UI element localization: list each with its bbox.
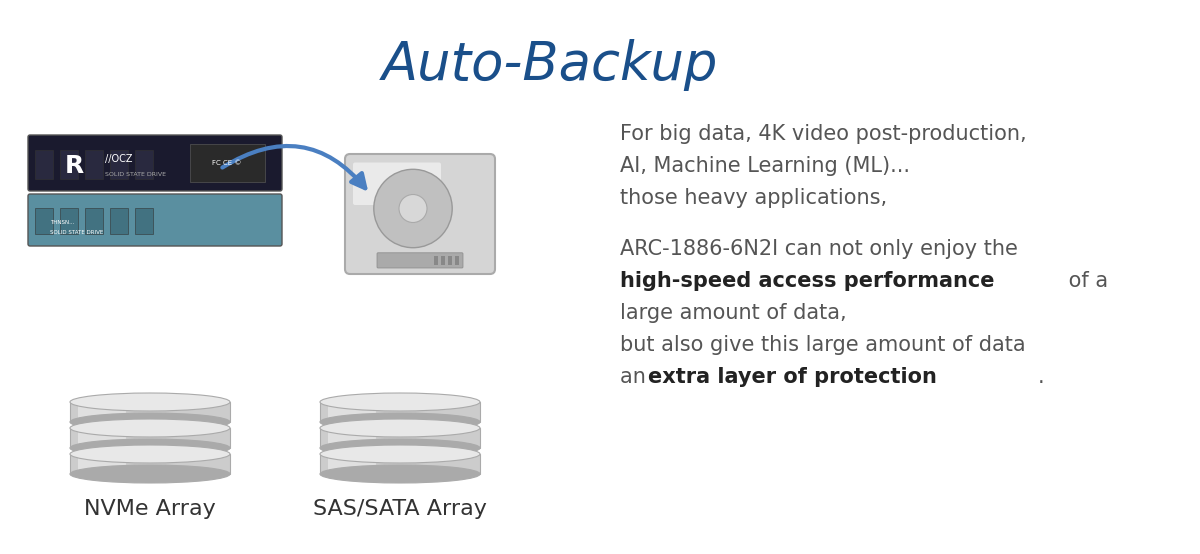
FancyBboxPatch shape	[35, 150, 53, 178]
FancyBboxPatch shape	[78, 402, 126, 422]
Ellipse shape	[70, 445, 230, 463]
Ellipse shape	[320, 439, 480, 457]
Ellipse shape	[320, 393, 480, 411]
FancyBboxPatch shape	[110, 208, 128, 234]
Bar	[442, 256, 445, 265]
FancyBboxPatch shape	[353, 162, 442, 205]
FancyBboxPatch shape	[28, 194, 282, 246]
FancyBboxPatch shape	[28, 135, 282, 191]
FancyBboxPatch shape	[85, 150, 103, 178]
FancyBboxPatch shape	[70, 454, 230, 474]
Text: SOLID STATE DRIVE: SOLID STATE DRIVE	[50, 229, 103, 234]
FancyBboxPatch shape	[78, 428, 126, 448]
Ellipse shape	[70, 413, 230, 431]
Text: AI, Machine Learning (ML)...: AI, Machine Learning (ML)...	[620, 156, 910, 176]
Text: NVMe Array: NVMe Array	[84, 499, 216, 519]
FancyBboxPatch shape	[346, 154, 496, 274]
FancyBboxPatch shape	[320, 402, 480, 422]
FancyBboxPatch shape	[70, 428, 230, 448]
FancyBboxPatch shape	[78, 454, 126, 474]
Text: R: R	[65, 154, 84, 178]
Text: SOLID STATE DRIVE: SOLID STATE DRIVE	[106, 172, 166, 177]
Text: FC CE ©: FC CE ©	[212, 160, 241, 166]
FancyBboxPatch shape	[70, 402, 230, 422]
FancyBboxPatch shape	[110, 150, 128, 178]
Text: THNSN...: THNSN...	[50, 219, 74, 224]
FancyBboxPatch shape	[190, 144, 265, 182]
FancyBboxPatch shape	[35, 208, 53, 234]
Text: those heavy applications,: those heavy applications,	[620, 188, 887, 208]
Text: an: an	[620, 367, 653, 387]
Text: high-speed access performance: high-speed access performance	[620, 271, 995, 291]
Text: of a: of a	[1062, 271, 1108, 291]
FancyBboxPatch shape	[328, 402, 376, 422]
FancyBboxPatch shape	[328, 428, 376, 448]
FancyBboxPatch shape	[320, 454, 480, 474]
Ellipse shape	[70, 419, 230, 437]
Ellipse shape	[320, 419, 480, 437]
Text: //OCZ: //OCZ	[106, 154, 132, 164]
Bar	[434, 256, 438, 265]
FancyBboxPatch shape	[60, 208, 78, 234]
Text: extra layer of protection: extra layer of protection	[648, 367, 937, 387]
Ellipse shape	[70, 439, 230, 457]
Text: SAS/SATA Array: SAS/SATA Array	[313, 499, 487, 519]
Text: For big data, 4K video post-production,: For big data, 4K video post-production,	[620, 124, 1027, 144]
Circle shape	[398, 194, 427, 223]
Circle shape	[374, 170, 452, 248]
Text: large amount of data,: large amount of data,	[620, 303, 847, 323]
Text: but also give this large amount of data: but also give this large amount of data	[620, 335, 1026, 355]
Bar	[448, 256, 452, 265]
Ellipse shape	[320, 413, 480, 431]
Ellipse shape	[70, 393, 230, 411]
Ellipse shape	[320, 465, 480, 483]
Text: ARC-1886-6N2I can not only enjoy the: ARC-1886-6N2I can not only enjoy the	[620, 239, 1018, 259]
FancyBboxPatch shape	[377, 253, 463, 268]
FancyBboxPatch shape	[134, 150, 154, 178]
Ellipse shape	[70, 465, 230, 483]
FancyBboxPatch shape	[60, 150, 78, 178]
FancyBboxPatch shape	[85, 208, 103, 234]
FancyBboxPatch shape	[320, 428, 480, 448]
Text: .: .	[1038, 367, 1045, 387]
FancyBboxPatch shape	[134, 208, 154, 234]
Bar	[455, 256, 458, 265]
FancyBboxPatch shape	[328, 454, 376, 474]
Text: Auto-Backup: Auto-Backup	[382, 39, 718, 91]
Ellipse shape	[320, 445, 480, 463]
